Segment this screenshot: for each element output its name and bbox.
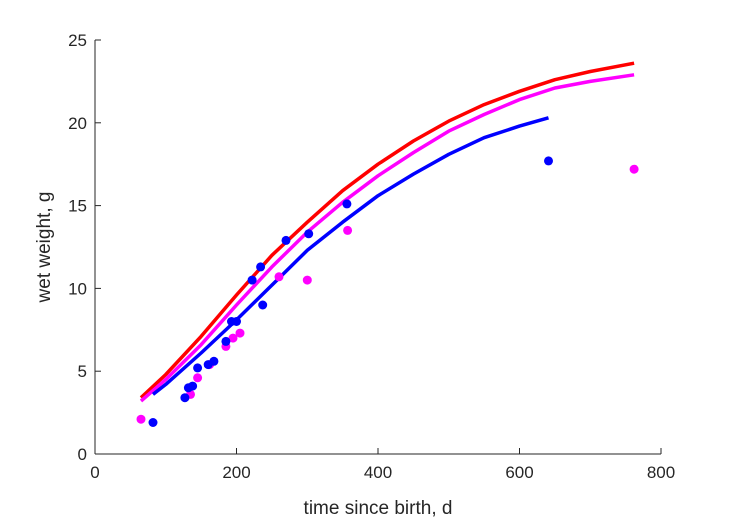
x-ticks: 0 200 400 600 800	[90, 448, 675, 482]
y-tick-label: 10	[68, 279, 87, 298]
series-4-point	[221, 336, 231, 346]
series-3-point	[136, 414, 146, 424]
series-4-point	[256, 262, 266, 272]
x-axis-label: time since birth, d	[304, 498, 453, 519]
series-4-point	[180, 393, 190, 403]
series-3-point	[274, 272, 284, 282]
x-tick-label: 200	[222, 463, 250, 482]
series-4-point	[304, 229, 314, 239]
y-tick-label: 0	[78, 445, 87, 464]
series-1-curve	[139, 73, 635, 403]
series-4-point	[247, 275, 257, 285]
series-0-curve	[139, 61, 635, 399]
y-tick-label: 15	[68, 197, 87, 216]
axes	[94, 40, 661, 455]
x-tick-label: 800	[647, 463, 675, 482]
data-points	[136, 156, 639, 427]
series-4-point	[258, 300, 268, 310]
y-tick-label: 20	[68, 114, 87, 133]
series-2-curve	[151, 116, 549, 396]
x-tick-label: 600	[505, 463, 533, 482]
series-4-point	[232, 317, 241, 326]
y-tick-label: 25	[68, 31, 87, 50]
series-3-point	[235, 328, 245, 338]
series-4-point	[148, 418, 158, 427]
series-3-point	[228, 333, 238, 343]
series-4-point	[188, 381, 198, 391]
series-3-point	[193, 373, 203, 383]
curves	[139, 61, 635, 403]
series-4-point	[544, 156, 553, 166]
series-4-point	[209, 356, 219, 366]
series-3-point	[302, 275, 312, 285]
series-4-point	[193, 363, 203, 373]
x-tick-label: 400	[364, 463, 392, 482]
series-4-point	[281, 235, 291, 245]
y-axis-label: wet weight, g	[34, 192, 55, 304]
series-3-point	[629, 164, 639, 174]
series-3-point	[343, 225, 353, 235]
y-ticks: 0 5 10 15 20 25	[68, 31, 101, 464]
x-tick-label: 0	[90, 463, 99, 482]
series-4-point	[342, 199, 352, 209]
y-tick-label: 5	[78, 362, 87, 381]
